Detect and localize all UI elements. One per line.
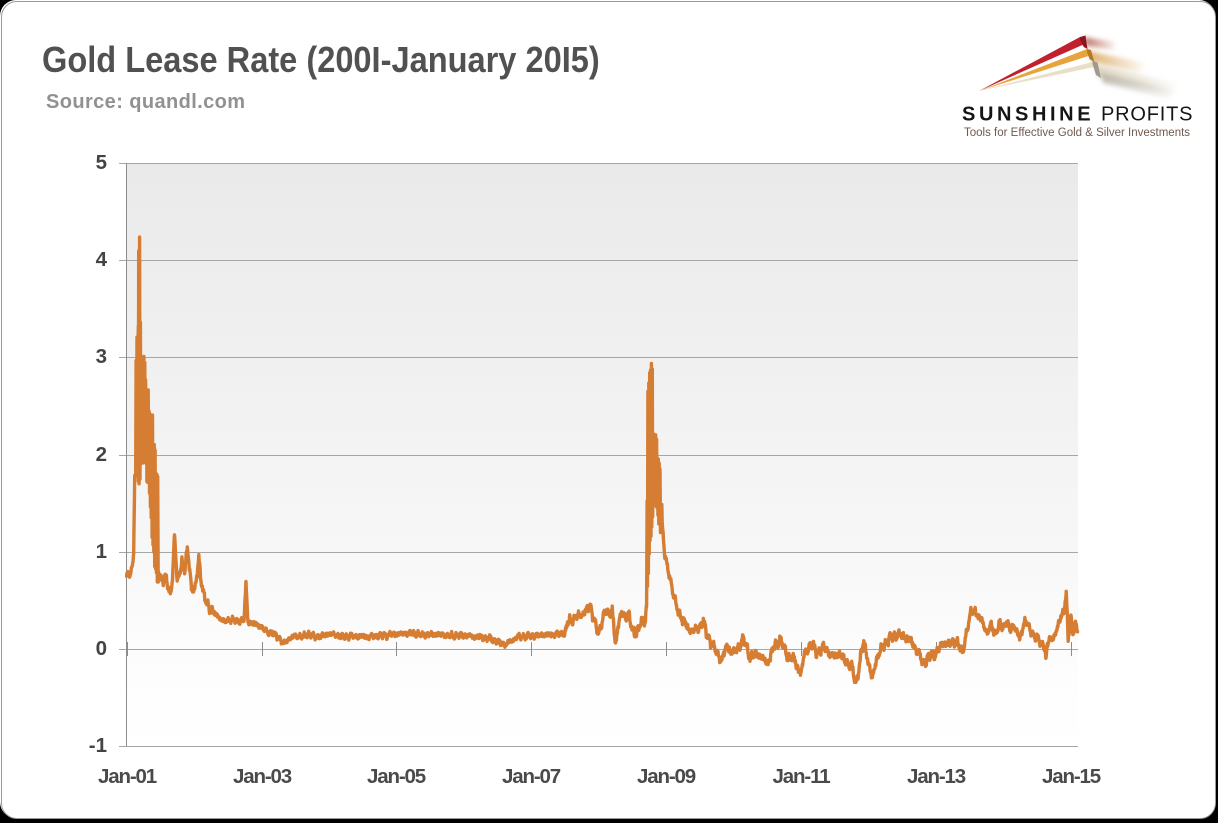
svg-text:Tools for Effective Gold & Sil: Tools for Effective Gold & Silver Invest… xyxy=(964,127,1190,139)
svg-text:PROFITS: PROFITS xyxy=(1101,104,1193,126)
svg-text:SUNSHINE: SUNSHINE xyxy=(962,104,1094,126)
